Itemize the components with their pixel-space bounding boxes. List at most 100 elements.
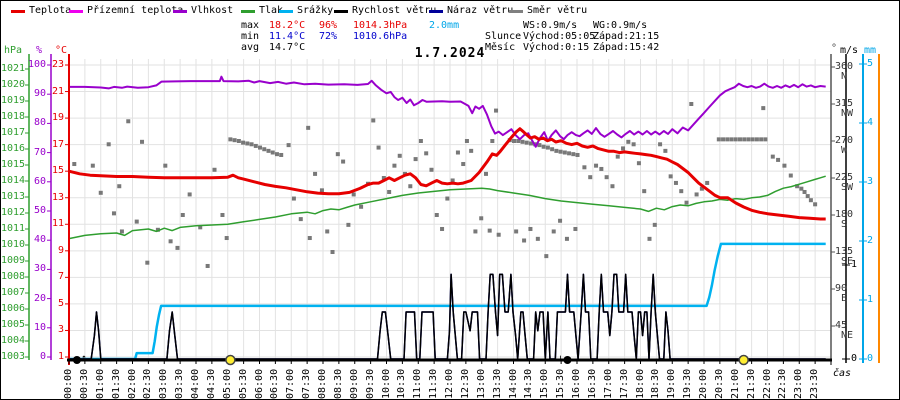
hpa-tick-1015: 1015 (1, 159, 26, 170)
pct-tick-50: 50 (33, 205, 46, 216)
stats-max-humidity: 96% (319, 20, 338, 31)
time-label-09:30: 09:30 (364, 368, 376, 399)
time-label-17:30: 17:30 (618, 368, 630, 399)
time-label-23:00: 23:00 (793, 368, 805, 399)
smer-vetru-swatch-icon (509, 9, 523, 13)
stats-min-pressure: 1010.6hPa (353, 31, 408, 42)
moonset-icon (563, 356, 572, 364)
hpa-tick-1021: 1021 (1, 63, 26, 74)
hpa-tick-1014: 1014 (1, 175, 26, 186)
moonrise-arrow-icon: ↑ (81, 353, 87, 364)
moon-label: Měsíc (485, 42, 516, 53)
pct-tick-60: 60 (33, 175, 46, 187)
time-label-16:00: 16:00 (571, 368, 582, 399)
stats-min-temp: 11.4°C (269, 31, 306, 42)
time-label-06:00: 06:00 (253, 368, 265, 399)
dir-tick-label-S: S (841, 219, 848, 230)
srazky-label: Srážky (297, 5, 334, 16)
rychlost-vetru-swatch-icon (334, 9, 348, 13)
time-label-20:00: 20:00 (698, 368, 709, 399)
moonrise-time: Východ:0:15 (523, 42, 590, 53)
vlhkost-swatch-icon (173, 9, 187, 13)
sun-label: Slunce (485, 31, 522, 42)
moon-row: Měsíc Východ:0:15 Západ:15:42 (485, 42, 659, 53)
stats-avg-row: avg 14.7°C (241, 42, 459, 53)
chart-title: 1.7.2024 (414, 46, 486, 61)
legend-item-smer-vetru: Směr větru (509, 6, 587, 17)
ms-tick-0: 0 (851, 353, 858, 364)
time-label-00:00: 00:00 (63, 368, 74, 399)
time-label-02:30: 02:30 (142, 368, 154, 399)
dir-tick-label-N: N (841, 71, 848, 82)
dir-tick-label-E: E (841, 293, 848, 304)
dir-tick-180: 180 (835, 209, 854, 220)
temp-axis-header: °C (55, 45, 68, 56)
hpa-tick-1013: 1013 (1, 191, 26, 202)
dir-tick-45: 45 (835, 320, 848, 331)
time-label-16:30: 16:30 (586, 368, 598, 399)
time-label-18:00: 18:00 (634, 368, 646, 399)
dir-tick-label-W: W (841, 145, 848, 156)
legend-item-teplota: Teplota (11, 6, 71, 17)
stats-max-pressure: 1014.3hPa (353, 20, 408, 31)
sun-row: Slunce Východ:05:05 Západ:21:15 (485, 31, 659, 42)
pct-tick-20: 20 (33, 292, 46, 304)
vlhkost-label: Vlhkost (191, 5, 234, 16)
hpa-tick-1017: 1017 (1, 127, 26, 138)
stats-avg-temp: 14.7°C (269, 42, 306, 53)
time-label-04:00: 04:00 (190, 368, 201, 399)
hpa-tick-1018: 1018 (1, 111, 26, 122)
time-label-19:00: 19:00 (666, 368, 678, 399)
series-pressure (68, 175, 826, 240)
time-label-21:30: 21:30 (745, 368, 757, 399)
dir-tick-225: 225 (835, 172, 854, 183)
time-label-17:00: 17:00 (602, 368, 614, 399)
time-label-01:00: 01:00 (94, 368, 106, 399)
teplota-label: Teplota (29, 5, 72, 16)
time-label-05:30: 05:30 (237, 368, 249, 399)
mm-tick-2: 2 (867, 235, 874, 246)
time-label-04:30: 04:30 (205, 368, 217, 399)
pct-tick-80: 80 (33, 117, 46, 129)
time-label-03:00: 03:00 (158, 368, 170, 399)
time-label-01:30: 01:30 (110, 368, 122, 399)
ms-tick-1: 1 (851, 259, 858, 270)
time-label-18:30: 18:30 (650, 368, 662, 399)
rychlost-vetru-label: Rychlost větru (352, 5, 437, 16)
time-label-03:30: 03:30 (174, 368, 186, 399)
time-label-11:30: 11:30 (428, 368, 440, 399)
time-label-10:00: 10:00 (380, 368, 392, 399)
hpa-tick-1003: 1003 (1, 351, 26, 362)
time-axis-caption: čas (833, 368, 852, 379)
sunset-time: Západ:21:15 (593, 31, 660, 42)
mm-tick-5: 5 (867, 58, 874, 69)
time-label-10:30: 10:30 (396, 368, 408, 399)
prizemni-teplota-label: Přízemní teplota (87, 5, 184, 16)
sun-moon-markers: ↑ ↓ (72, 353, 749, 366)
stats-min-label: min (241, 31, 260, 42)
tlak-label: Tlak (259, 5, 284, 16)
sunrise-time: Východ:05:05 (523, 31, 596, 42)
pct-tick-30: 30 (33, 263, 46, 275)
temp-tick-21: 21 (52, 85, 65, 97)
mm-tick-1: 1 (867, 294, 874, 305)
temp-tick-23: 23 (52, 59, 65, 70)
time-label-13:30: 13:30 (491, 368, 503, 399)
hpa-tick-1012: 1012 (1, 207, 26, 218)
dir-tick-label-SE: SE (841, 256, 854, 267)
pct-tick-10: 10 (33, 321, 46, 333)
naraz-vetru-swatch-icon (429, 9, 443, 13)
hpa-tick-1008: 1008 (1, 271, 26, 282)
wind-gust-max: WG:0.9m/s (593, 20, 648, 31)
mm-tick-4: 4 (867, 117, 874, 128)
moonset-arrow-icon: ↓ (557, 353, 563, 364)
series-humidity (69, 75, 826, 148)
wind-speed-max: WS:0.9m/s (523, 20, 578, 31)
pct-tick-100: 100 (28, 59, 47, 70)
sunrise-icon (225, 354, 236, 366)
hpa-tick-1020: 1020 (1, 79, 26, 90)
time-label-12:00: 12:00 (444, 368, 455, 399)
series-wind_dir (72, 102, 818, 268)
time-label-13:00: 13:00 (475, 368, 487, 399)
